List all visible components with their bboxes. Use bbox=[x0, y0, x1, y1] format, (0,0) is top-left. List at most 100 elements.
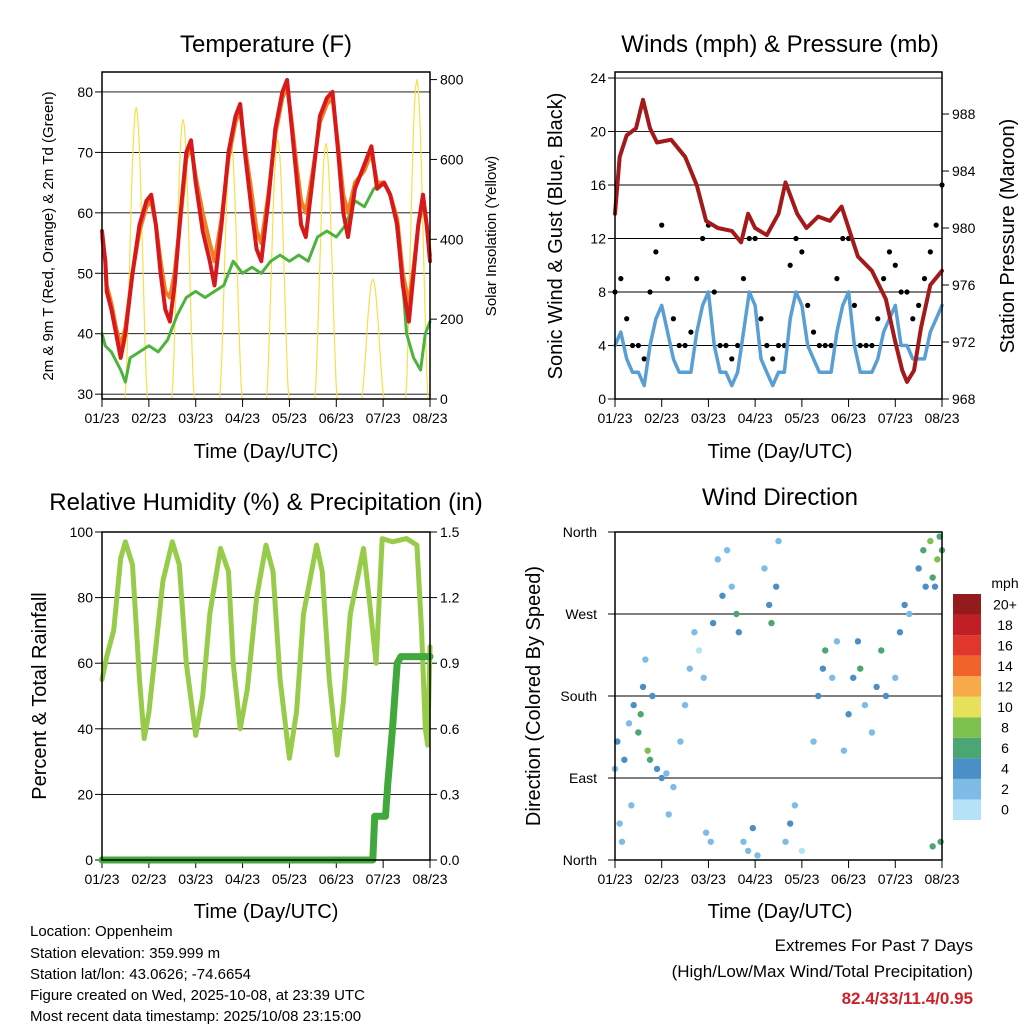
gust-point bbox=[758, 316, 764, 322]
humidity-ytick-label: 60 bbox=[77, 655, 93, 671]
winds-xtick-label: 02/23 bbox=[644, 410, 679, 426]
wind-direction-point bbox=[639, 683, 647, 691]
gust-point bbox=[618, 276, 624, 282]
wind-direction-point bbox=[922, 583, 929, 590]
gust-point bbox=[711, 289, 717, 295]
wind-direction-point bbox=[723, 547, 731, 554]
winds-y2tick-label: 968 bbox=[952, 391, 976, 407]
wind-direction-xtick-label: 01/23 bbox=[597, 871, 632, 887]
extremes-title: Extremes For Past 7 Days bbox=[775, 936, 973, 955]
legend-swatch bbox=[953, 696, 981, 718]
wind-direction-point bbox=[714, 556, 721, 563]
wind-direction-ytick-label: West bbox=[565, 606, 597, 622]
wind-direction-point bbox=[892, 674, 899, 681]
wind-direction-point bbox=[702, 829, 710, 836]
legend-label: 12 bbox=[997, 678, 1013, 694]
humidity-plot-frame bbox=[101, 531, 431, 861]
legend-label: 8 bbox=[1001, 720, 1009, 736]
wind-direction-point bbox=[819, 665, 827, 672]
winds-y2tick-label: 984 bbox=[952, 163, 976, 179]
gust-point bbox=[916, 302, 922, 308]
gust-point bbox=[840, 235, 846, 242]
legend-swatch bbox=[953, 799, 981, 820]
temperature-plot-frame bbox=[101, 71, 431, 400]
winds-xtick-label: 08/23 bbox=[924, 410, 959, 426]
wind-direction-point bbox=[740, 838, 747, 845]
temperature-xtick-label: 07/23 bbox=[366, 410, 401, 426]
wind-direction-ytick-label: North bbox=[563, 524, 597, 540]
gust-point bbox=[775, 342, 782, 349]
created-text: Figure created on Wed, 2025-10-08, at 23… bbox=[30, 987, 365, 1004]
temperature-xlabel: Time (Day/UTC) bbox=[194, 441, 339, 463]
temperature-y2tick-label: 400 bbox=[440, 231, 464, 247]
wind-direction-point bbox=[733, 610, 740, 618]
winds-xtick-label: 06/23 bbox=[831, 410, 866, 426]
location-text: Location: Oppenheim bbox=[30, 923, 173, 940]
wind-direction-xlabel: Time (Day/UTC) bbox=[708, 901, 853, 923]
legend-label: 10 bbox=[997, 699, 1013, 715]
wind-direction-ytick-label: South bbox=[560, 688, 597, 704]
gust-point bbox=[904, 289, 910, 295]
gust-point bbox=[898, 289, 904, 295]
solar-insolation-line bbox=[361, 278, 385, 400]
gust-point bbox=[735, 342, 741, 349]
temperature-ytick-label: 70 bbox=[77, 144, 93, 160]
legend-swatch bbox=[953, 758, 981, 779]
wind-direction-point bbox=[749, 824, 757, 832]
legend-swatch bbox=[953, 778, 981, 800]
wind-direction-point bbox=[677, 738, 684, 745]
temperature-xtick-label: 08/23 bbox=[412, 410, 447, 426]
temperature-y2tick-label: 200 bbox=[440, 311, 464, 327]
gust-point bbox=[764, 342, 770, 349]
wind-direction-point bbox=[644, 747, 651, 754]
winds-ylabel: Sonic Wind & Gust (Blue, Black) bbox=[545, 93, 567, 380]
temperature-ytick-label: 40 bbox=[77, 326, 93, 342]
wind-direction-point bbox=[906, 610, 913, 618]
wind-direction-point bbox=[691, 629, 698, 636]
wind-direction-point bbox=[775, 537, 782, 545]
gust-point bbox=[746, 235, 752, 242]
wind-direction-point bbox=[929, 843, 936, 850]
wind-direction-point bbox=[833, 638, 841, 645]
wind-direction-point bbox=[896, 629, 904, 636]
humidity-y2tick-label: 0.3 bbox=[440, 786, 460, 802]
temperature-ytick-label: 80 bbox=[77, 84, 93, 100]
gust-point bbox=[682, 342, 688, 349]
legend-swatch bbox=[953, 614, 981, 636]
gust-point bbox=[851, 302, 858, 308]
gust-point bbox=[752, 235, 758, 242]
temperature-ylabel: 2m & 9m T (Red, Orange) & 2m Td (Green) bbox=[40, 91, 57, 380]
temperature-y2tick-label: 800 bbox=[440, 72, 464, 88]
gust-point bbox=[805, 302, 811, 308]
legend-label: 16 bbox=[997, 637, 1013, 653]
legend-title: mph bbox=[991, 575, 1018, 591]
total-rainfall-line bbox=[98, 653, 434, 864]
winds-ytick-label: 4 bbox=[598, 338, 606, 354]
elevation-text: Station elevation: 359.999 m bbox=[30, 945, 220, 962]
wind-direction-point bbox=[649, 692, 656, 700]
legend-label: 4 bbox=[1001, 761, 1009, 777]
gust-point bbox=[828, 342, 834, 349]
humidity-xtick-label: 06/23 bbox=[319, 871, 354, 887]
gust-point bbox=[653, 249, 659, 255]
gust-point bbox=[787, 262, 793, 268]
latlon-text: Station lat/lon: 43.0626; -74.6654 bbox=[30, 966, 251, 983]
wind-direction-point bbox=[754, 852, 761, 859]
wind-direction-point bbox=[786, 820, 794, 827]
wind-direction-title: Wind Direction bbox=[702, 484, 858, 511]
humidity-ytick-label: 40 bbox=[77, 721, 93, 737]
gust-point bbox=[699, 235, 706, 242]
winds-y2tick-label: 988 bbox=[952, 106, 976, 122]
wind-direction-point bbox=[810, 738, 817, 745]
winds-y2tick-label: 972 bbox=[952, 334, 976, 350]
legend-swatch bbox=[953, 594, 981, 615]
winds-xtick-label: 05/23 bbox=[784, 410, 819, 426]
legend-label: 14 bbox=[997, 658, 1013, 674]
wind-direction-xtick-label: 07/23 bbox=[878, 871, 913, 887]
legend-swatch bbox=[953, 676, 981, 697]
winds-title: Winds (mph) & Pressure (mb) bbox=[621, 31, 938, 58]
wind-direction-point bbox=[625, 720, 633, 727]
wind-direction-point bbox=[878, 647, 885, 654]
gust-point bbox=[892, 262, 898, 268]
wind-direction-point bbox=[618, 838, 626, 845]
